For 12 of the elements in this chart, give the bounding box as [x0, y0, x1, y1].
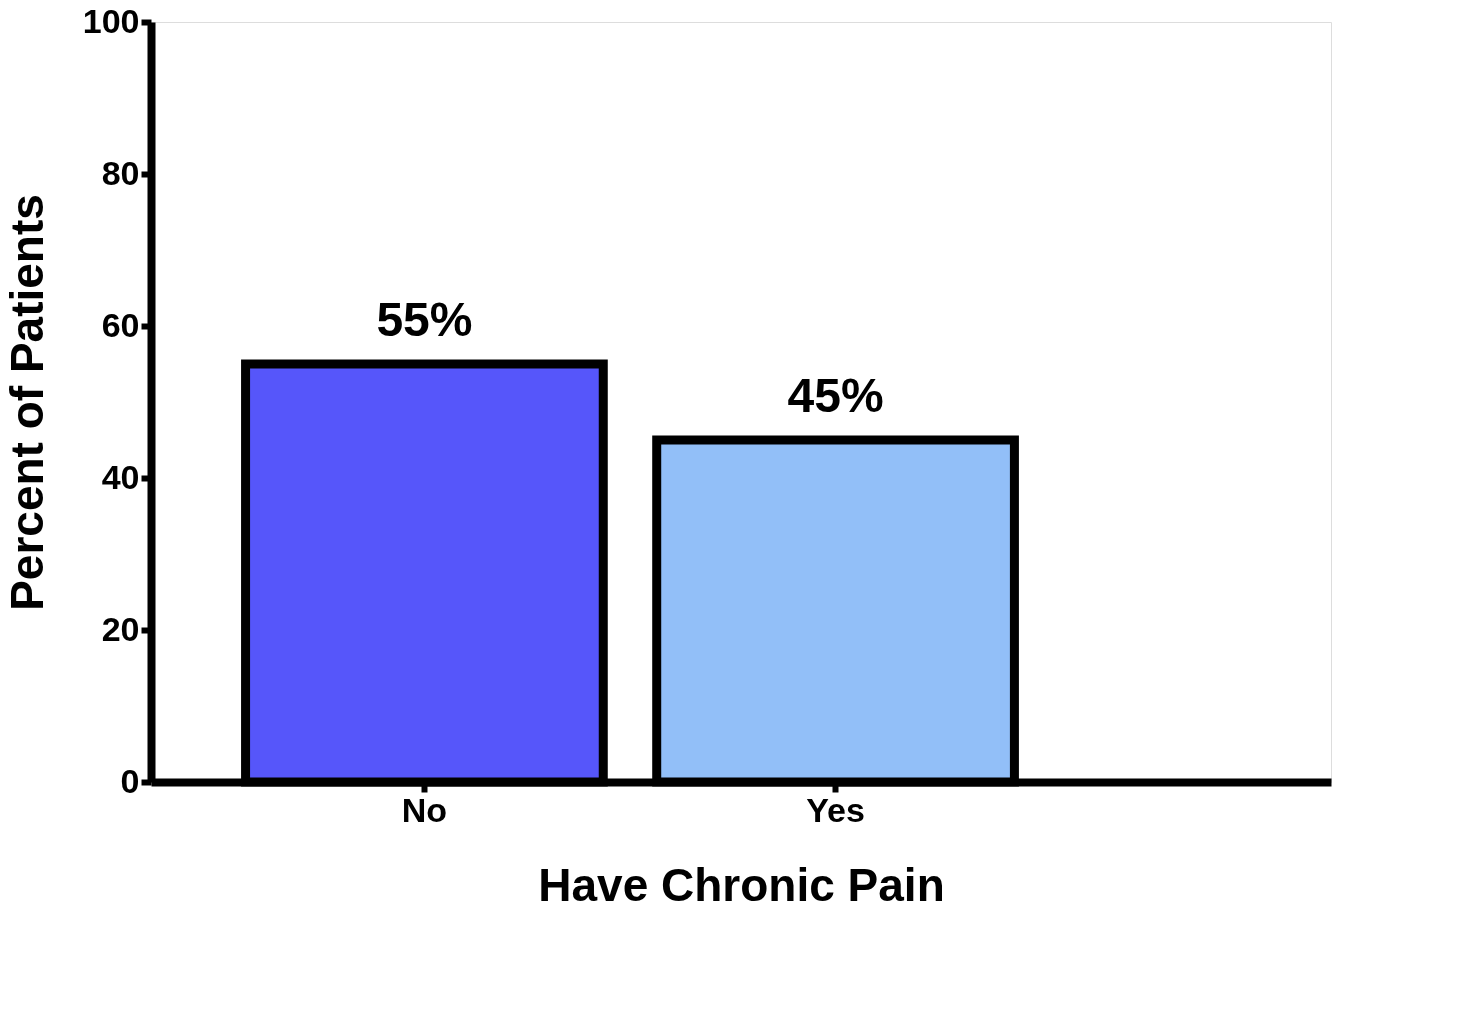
y-tick-label: 0 [120, 761, 140, 800]
data-label: 55% [376, 293, 473, 346]
x-tick-label: Yes [806, 790, 865, 829]
y-tick-label: 80 [101, 153, 140, 192]
y-axis-title: Percent of Patients [0, 194, 53, 611]
x-axis-title: Have Chronic Pain [538, 858, 945, 911]
x-tick-label: No [401, 790, 448, 829]
y-tick-label: 40 [101, 457, 140, 496]
data-label: 45% [787, 369, 884, 422]
y-tick-label: 20 [101, 609, 140, 648]
y-tick-label: 60 [101, 305, 140, 344]
y-tick-label: 100 [82, 1, 140, 40]
